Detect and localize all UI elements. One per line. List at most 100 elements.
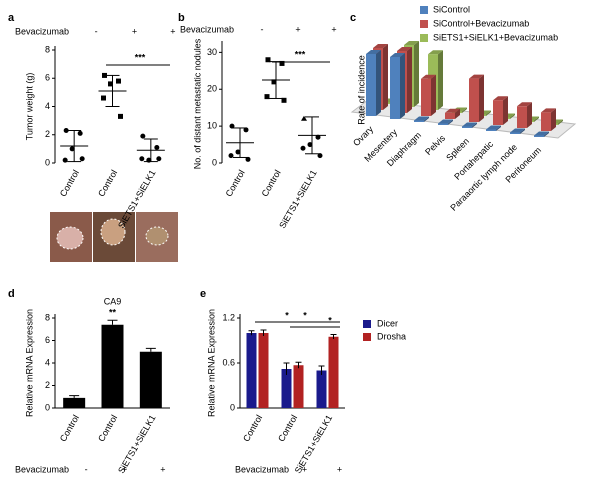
bar <box>316 370 327 408</box>
panel-letter: c <box>350 12 356 24</box>
bar <box>414 120 424 122</box>
legend-swatch <box>363 333 371 341</box>
bar-side <box>520 128 525 134</box>
bar <box>293 365 304 408</box>
y-tick-label: 30 <box>207 47 217 57</box>
bar-top <box>493 96 508 101</box>
treatment-sign: - <box>268 464 271 474</box>
bar-side <box>496 125 501 131</box>
bar-top <box>438 119 453 124</box>
bar <box>63 397 86 408</box>
y-tick-label: 4 <box>45 357 50 367</box>
x-tick-label: SiETS1+SiELK1 <box>277 168 319 230</box>
y-axis-label: Rate of incidence <box>356 55 366 125</box>
photo-detail <box>56 226 84 250</box>
treatment-label: Bevacizumab <box>15 464 69 474</box>
bar-side <box>479 74 484 122</box>
x-tick-label: Control <box>96 168 119 198</box>
point <box>101 95 106 101</box>
y-tick-label: 8 <box>45 44 50 54</box>
y-tick-label: 20 <box>207 84 217 94</box>
y-tick-label: 0 <box>45 157 50 167</box>
point <box>118 113 123 119</box>
point <box>317 153 323 159</box>
panel-letter: e <box>200 288 206 300</box>
bar <box>469 78 479 122</box>
point <box>300 145 306 151</box>
significance: ** <box>109 308 117 318</box>
point <box>264 94 270 100</box>
point <box>301 115 307 121</box>
significance: * <box>285 310 289 320</box>
tumor-photos <box>50 212 178 262</box>
bar <box>510 132 520 134</box>
y-tick-label: 0.6 <box>222 357 235 367</box>
legend-label: SiControl+Bevacizumab <box>433 18 529 28</box>
x-tick-label: Control <box>224 168 247 198</box>
y-axis-label: No. of distant metastatic nodules <box>192 38 202 169</box>
y-tick-label: 2 <box>45 380 50 390</box>
panel-letter: a <box>8 12 15 24</box>
bar-top <box>462 122 477 127</box>
y-axis-label: Relative mRNA Expression <box>206 309 216 417</box>
y-tick-label: 4 <box>45 101 50 111</box>
bar-side <box>376 50 381 116</box>
x-tick-label: Pelvis <box>423 133 447 157</box>
legend-swatch <box>420 6 428 14</box>
treatment-sign: + <box>295 24 300 34</box>
bar-side <box>438 50 443 110</box>
bar <box>246 333 257 408</box>
treatment-sign: - <box>85 464 88 474</box>
treatment-sign: + <box>160 464 165 474</box>
bar <box>421 78 431 116</box>
bar <box>328 336 339 408</box>
x-tick-label: SiETS1+SiELK1 <box>116 413 158 475</box>
bar-side <box>534 116 539 122</box>
x-tick-label: Control <box>260 168 283 198</box>
point <box>245 156 251 162</box>
bar <box>438 123 448 125</box>
legend-swatch <box>420 34 428 42</box>
bar <box>139 351 162 408</box>
y-tick-label: 1.2 <box>222 312 235 322</box>
bar-top <box>414 116 429 121</box>
x-tick-label: Control <box>96 413 119 443</box>
point <box>79 156 85 162</box>
y-tick-label: 0 <box>212 157 217 167</box>
treatment-label: Bevacizumab <box>180 24 234 34</box>
bar-top <box>510 128 525 133</box>
point <box>228 153 234 159</box>
treatment-sign: + <box>170 26 175 36</box>
significance: *** <box>295 49 306 59</box>
treatment-sign: - <box>95 26 98 36</box>
bar-side <box>510 113 515 119</box>
point <box>279 60 285 66</box>
bar-side <box>455 108 460 119</box>
legend-label: Dicer <box>377 318 398 328</box>
bar-side <box>414 41 419 107</box>
point <box>62 157 68 163</box>
bar-top <box>486 125 501 130</box>
bar-side <box>551 108 556 131</box>
bar-top <box>534 131 549 136</box>
treatment-label: Bevacizumab <box>235 464 289 474</box>
bar-top <box>428 50 443 55</box>
y-tick-label: 8 <box>45 312 50 322</box>
point <box>156 156 162 162</box>
bar <box>541 112 551 131</box>
bar-top <box>421 74 436 79</box>
bar-top <box>445 108 460 113</box>
panel-letter: b <box>178 12 185 24</box>
bar-side <box>407 47 412 113</box>
significance: * <box>303 310 307 320</box>
y-tick-label: 6 <box>45 73 50 83</box>
bar <box>101 324 124 408</box>
point <box>69 146 75 152</box>
y-tick-label: 0 <box>45 402 50 412</box>
bar-side <box>424 116 429 122</box>
point <box>108 81 113 87</box>
x-tick-label: SiETS1+SiELK1 <box>293 413 335 475</box>
bar-top <box>469 74 484 79</box>
treatment-sign: + <box>132 26 137 36</box>
